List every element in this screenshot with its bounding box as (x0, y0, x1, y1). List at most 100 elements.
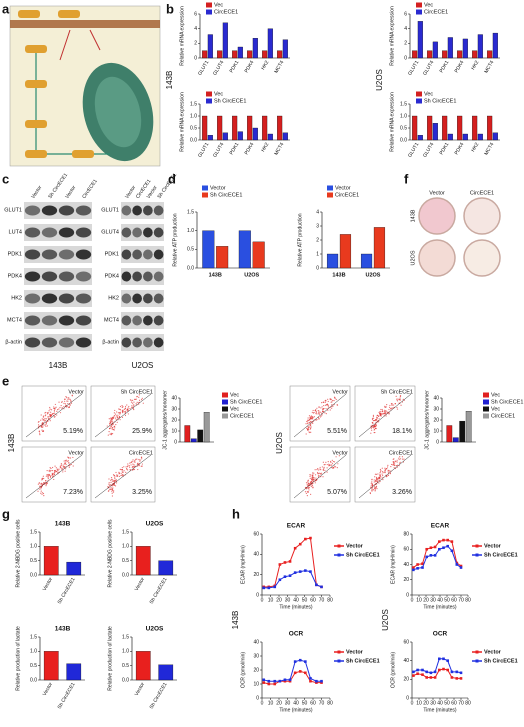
protein-label: LUT4 (9, 229, 22, 235)
x-tick-label: 50 (444, 597, 450, 603)
flow-dot (394, 460, 396, 462)
flow-dot (110, 486, 112, 488)
flow-dot (331, 405, 333, 408)
x-tick-label: 20 (276, 700, 282, 706)
flow-dot (133, 401, 135, 403)
flow-dot (42, 416, 45, 418)
flow-dot (66, 397, 68, 399)
flow-dot (324, 400, 326, 402)
flow-dot (310, 415, 312, 418)
point (293, 571, 297, 574)
blot-band (153, 293, 164, 304)
legend-label: Vec (214, 91, 223, 97)
flow-dot (400, 458, 402, 460)
flow-dot (54, 471, 56, 473)
flow-dot (57, 471, 59, 473)
flow-dot (70, 399, 72, 402)
bar (472, 115, 478, 141)
flow-dot (335, 398, 337, 401)
flow-dot (45, 425, 47, 428)
flow-dot (115, 482, 118, 484)
blot-band (132, 293, 142, 304)
point (459, 671, 463, 675)
x-tick-label: Sh CircECE1 (57, 576, 77, 605)
y-tick-label: 1.0 (30, 544, 37, 550)
flow-dot (310, 427, 312, 429)
flow-dot (324, 404, 327, 406)
point (416, 672, 419, 676)
point (298, 542, 302, 546)
flow-dot (134, 459, 136, 462)
blot-band (153, 227, 164, 238)
point (425, 547, 428, 551)
flow-dot (312, 409, 314, 412)
point (416, 668, 419, 672)
flow-dot (61, 406, 63, 409)
flow-dot (325, 461, 327, 463)
point (278, 563, 282, 566)
flow-dot (46, 412, 49, 414)
flow-dot (41, 492, 43, 494)
y-tick-label: 1.5 (400, 101, 407, 107)
flow-dot (374, 489, 376, 491)
legend-swatch (483, 399, 489, 405)
flow-dot (371, 481, 373, 483)
blot-band (143, 205, 153, 216)
x-tick-label: GLUT1 (197, 141, 210, 158)
y-tick-label: 2 (404, 41, 407, 47)
flow-dot (371, 483, 373, 485)
flow-dot (37, 490, 39, 492)
flow-dot (134, 461, 136, 463)
flow-dot (121, 409, 123, 411)
dish-column-label: Vector (429, 190, 445, 196)
legend-swatch (327, 192, 333, 198)
bar (190, 438, 197, 443)
lane-label: Vector (30, 185, 43, 200)
protein-label: PDK4 (105, 273, 119, 279)
flow-dot (392, 458, 394, 460)
point (309, 570, 312, 573)
bar (202, 50, 208, 59)
flow-dot (108, 418, 110, 420)
point (273, 682, 277, 686)
x-tick-label: 40 (437, 597, 443, 603)
flow-dot (310, 416, 312, 419)
blot-band (121, 227, 132, 238)
flow-dot (336, 467, 338, 469)
flow-dot (110, 481, 112, 483)
flow-dot (70, 402, 73, 404)
flow-dot (314, 409, 316, 412)
protein-label: GLUT1 (4, 207, 22, 213)
flow-dot (396, 408, 399, 410)
flow-dot (126, 469, 129, 471)
flow-dot (399, 395, 402, 398)
legend-label: Sh CircECE1 (214, 98, 246, 104)
flow-dot (50, 409, 53, 411)
legend-marker (475, 650, 479, 654)
point (262, 678, 265, 682)
y-tick-label: 2 (194, 41, 197, 47)
y-tick-label: 60 (403, 639, 409, 645)
flow-dot (42, 492, 45, 495)
blot-band (132, 337, 142, 348)
flow-dot (308, 483, 311, 485)
bar (216, 246, 229, 269)
flow-dot (42, 419, 44, 421)
flow-dot (124, 411, 127, 414)
flow-dot (118, 416, 120, 418)
y-tick-label: 60 (253, 531, 259, 537)
legend-marker (475, 659, 479, 663)
flow-dot (110, 434, 112, 436)
flow-dot (382, 413, 384, 415)
flow-dot (54, 408, 56, 410)
flow-dot (38, 430, 40, 432)
flow-dot (311, 416, 314, 418)
blot-band (75, 293, 92, 304)
flow-dot (310, 480, 313, 482)
flow-dot (121, 405, 123, 407)
flow-dot (312, 487, 314, 489)
flow-dot (389, 473, 391, 475)
flow-dot (307, 481, 309, 483)
flow-dot (72, 465, 74, 467)
flow-dot (46, 469, 48, 472)
